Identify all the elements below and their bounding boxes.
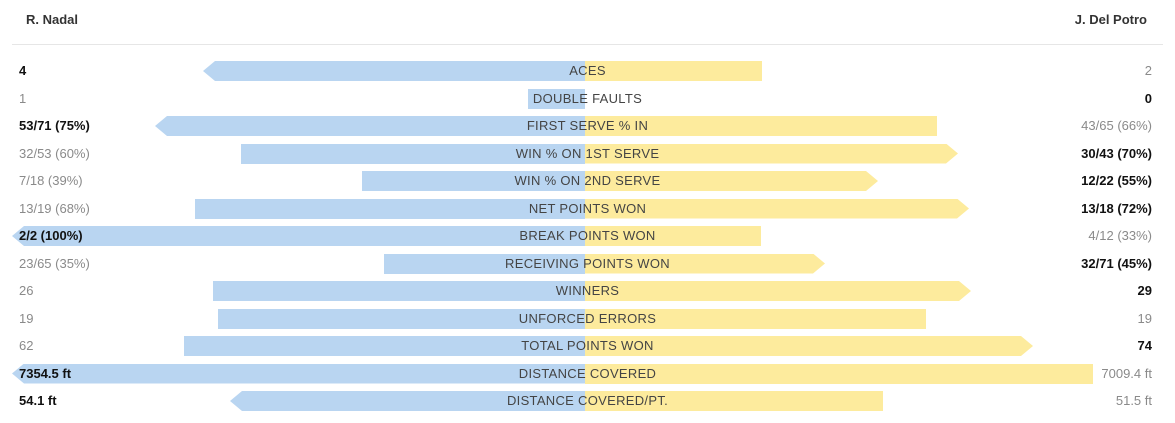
stat-label: WINNERS [555,283,620,298]
left-player-bar [203,61,585,81]
right-player-bar [585,116,937,136]
player-left-name: R. Nadal [26,12,79,27]
right-player-value: 2 [1144,63,1152,78]
right-player-value: 29 [1137,283,1152,298]
right-player-bar [585,336,1033,356]
right-player-value: 32/71 (45%) [1081,255,1152,271]
left-player-bar [528,88,585,109]
right-player-bar [585,391,883,411]
left-player-value: 2/2 (100%) [19,228,83,243]
stat-label: WIN % ON 1ST SERVE [515,145,660,161]
stat-label: DOUBLE FAULTS [532,90,643,106]
left-player-value: 62 [19,338,34,353]
right-player-value: 19 [1137,310,1152,326]
stat-label: TOTAL POINTS WON [521,338,654,353]
left-player-value: 1 [19,90,27,106]
stat-label: RECEIVING POINTS WON [505,255,670,271]
stat-label: DISTANCE COVERED [518,365,657,381]
left-player-value: 7354.5 ft [19,365,72,381]
stat-label: FIRST SERVE % IN [526,118,649,133]
left-player-bar [241,143,585,164]
left-player-value: 32/53 (60%) [19,145,90,161]
stat-row: WIN % ON 2ND SERVE 7/18 (39%) 12/22 (55%) [0,171,1175,191]
stat-row: DISTANCE COVERED 7354.5 ft 7009.4 ft [0,363,1175,384]
left-player-value: 19 [19,310,34,326]
right-player-value: 51.5 ft [1115,393,1152,408]
left-player-value: 7/18 (39%) [19,173,83,188]
left-player-bar [230,391,585,411]
left-player-bar [218,308,585,329]
left-player-bar [155,116,585,136]
right-player-value: 43/65 (66%) [1081,118,1152,133]
right-player-value: 7009.4 ft [1101,365,1152,381]
stat-label: ACES [569,63,606,78]
right-player-bar [585,363,1093,384]
left-player-value: 54.1 ft [19,393,57,408]
stat-row: BREAK POINTS WON 2/2 (100%) 4/12 (33%) [0,226,1175,246]
stat-row: WINNERS 26 29 [0,281,1175,301]
stat-row: ACES 4 2 [0,61,1175,81]
right-player-bar [585,308,926,329]
stat-row: DOUBLE FAULTS 1 0 [0,88,1175,109]
right-player-value: 4/12 (33%) [1088,228,1152,243]
stat-row: DISTANCE COVERED/PT. 54.1 ft 51.5 ft [0,391,1175,411]
right-player-value: 12/22 (55%) [1081,173,1152,188]
right-player-value: 74 [1137,338,1152,353]
stat-row: WIN % ON 1ST SERVE 32/53 (60%) 30/43 (70%) [0,143,1175,164]
stat-label: NET POINTS WON [528,200,647,216]
left-player-bar [195,198,585,219]
left-player-bar [384,253,585,274]
right-player-bar [585,171,878,191]
right-player-bar [585,281,971,301]
stat-label: WIN % ON 2ND SERVE [514,173,661,188]
stat-row: FIRST SERVE % IN 53/71 (75%) 43/65 (66%) [0,116,1175,136]
right-player-value: 13/18 (72%) [1081,200,1152,216]
left-player-bar [12,363,585,384]
stat-row: NET POINTS WON 13/19 (68%) 13/18 (72%) [0,198,1175,219]
stat-label: DISTANCE COVERED/PT. [506,393,669,408]
right-player-bar [585,254,825,274]
right-player-bar [585,226,761,246]
left-player-value: 53/71 (75%) [19,118,90,133]
left-player-bar [184,336,585,356]
player-right-name: J. Del Potro [1074,12,1147,27]
stat-label: UNFORCED ERRORS [518,310,657,326]
right-player-bar [585,144,958,164]
stat-row: UNFORCED ERRORS 19 19 [0,308,1175,329]
left-player-value: 13/19 (68%) [19,200,90,216]
header-divider [12,44,1163,45]
right-player-value: 0 [1144,90,1152,106]
right-player-bar [585,61,762,81]
left-player-bar [12,226,585,246]
left-player-bar [362,171,585,191]
stat-row: TOTAL POINTS WON 62 74 [0,336,1175,356]
left-player-value: 26 [19,283,34,298]
left-player-value: 4 [19,63,27,78]
stat-row: RECEIVING POINTS WON 23/65 (35%) 32/71 (45… [0,253,1175,274]
left-player-value: 23/65 (35%) [19,255,90,271]
stat-label: BREAK POINTS WON [519,228,656,243]
left-player-bar [213,281,585,301]
right-player-value: 30/43 (70%) [1081,145,1152,161]
right-player-bar [585,199,969,219]
